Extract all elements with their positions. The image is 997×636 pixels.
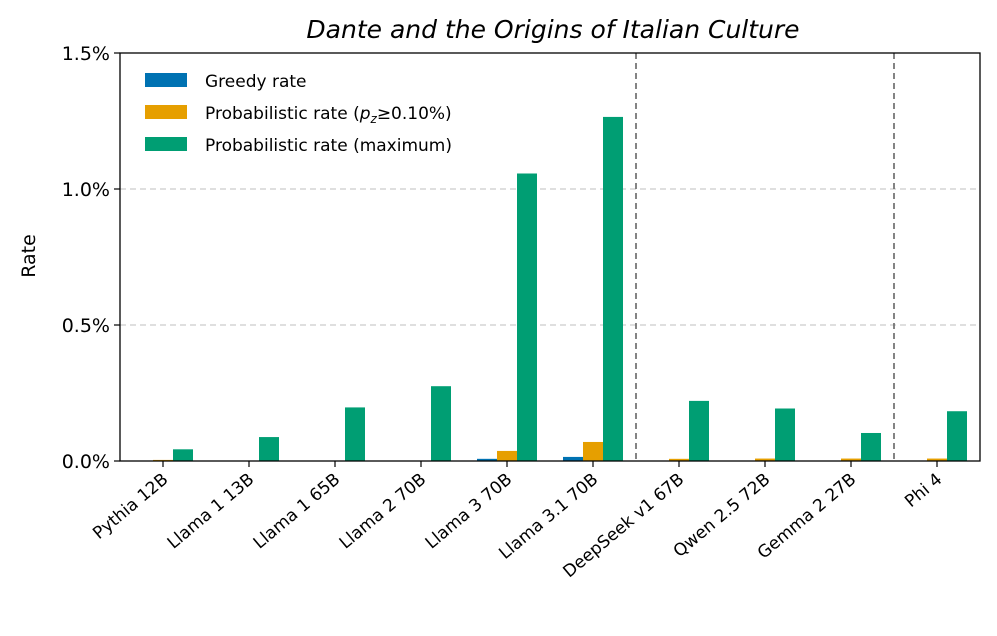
grid-lines xyxy=(120,188,980,326)
group-separators xyxy=(635,53,895,461)
bar xyxy=(583,441,603,461)
x-tick-label: Llama 2 70B xyxy=(336,470,430,554)
y-tick-label: 1.5% xyxy=(62,43,110,65)
bar xyxy=(259,437,279,461)
legend-label: Probabilistic rate (pz≥0.10%) xyxy=(205,104,452,126)
bar xyxy=(755,458,775,461)
bar xyxy=(563,456,583,461)
legend: Greedy rate Probabilistic rate (pz≥0.10%)… xyxy=(145,72,452,156)
bar xyxy=(477,458,497,461)
legend-label: Greedy rate xyxy=(205,72,307,92)
y-axis-label: Rate xyxy=(18,234,40,278)
y-axis: 0.0% 0.5% 1.0% 1.5% xyxy=(62,43,120,473)
bar xyxy=(517,173,537,461)
bar xyxy=(947,411,967,461)
y-tick-label: 0.5% xyxy=(62,315,110,337)
bar xyxy=(927,458,947,461)
y-tick-label: 0.0% xyxy=(62,451,110,473)
x-tick-label: Phi 4 xyxy=(901,470,946,512)
legend-swatch xyxy=(145,105,187,119)
bar xyxy=(775,408,795,461)
legend-swatch xyxy=(145,73,187,87)
bars xyxy=(153,116,967,462)
bar xyxy=(345,407,365,461)
bar xyxy=(669,458,689,461)
bar xyxy=(603,116,623,462)
x-tick-label: Llama 1 65B xyxy=(250,470,344,554)
plot-frame xyxy=(119,52,981,462)
chart-title: Dante and the Origins of Italian Culture xyxy=(306,15,799,44)
bar xyxy=(689,400,709,461)
legend-label: Probabilistic rate (maximum) xyxy=(205,136,452,156)
bar xyxy=(841,458,861,461)
y-tick-label: 1.0% xyxy=(62,179,110,201)
bar xyxy=(861,432,881,461)
x-tick-label: Llama 3 70B xyxy=(422,470,516,554)
bar xyxy=(431,386,451,461)
bar xyxy=(173,449,193,461)
legend-swatch xyxy=(145,137,187,151)
x-tick-label: Llama 1 13B xyxy=(164,470,258,554)
x-tick-label: Pythia 12B xyxy=(89,470,172,544)
bar xyxy=(497,450,517,461)
